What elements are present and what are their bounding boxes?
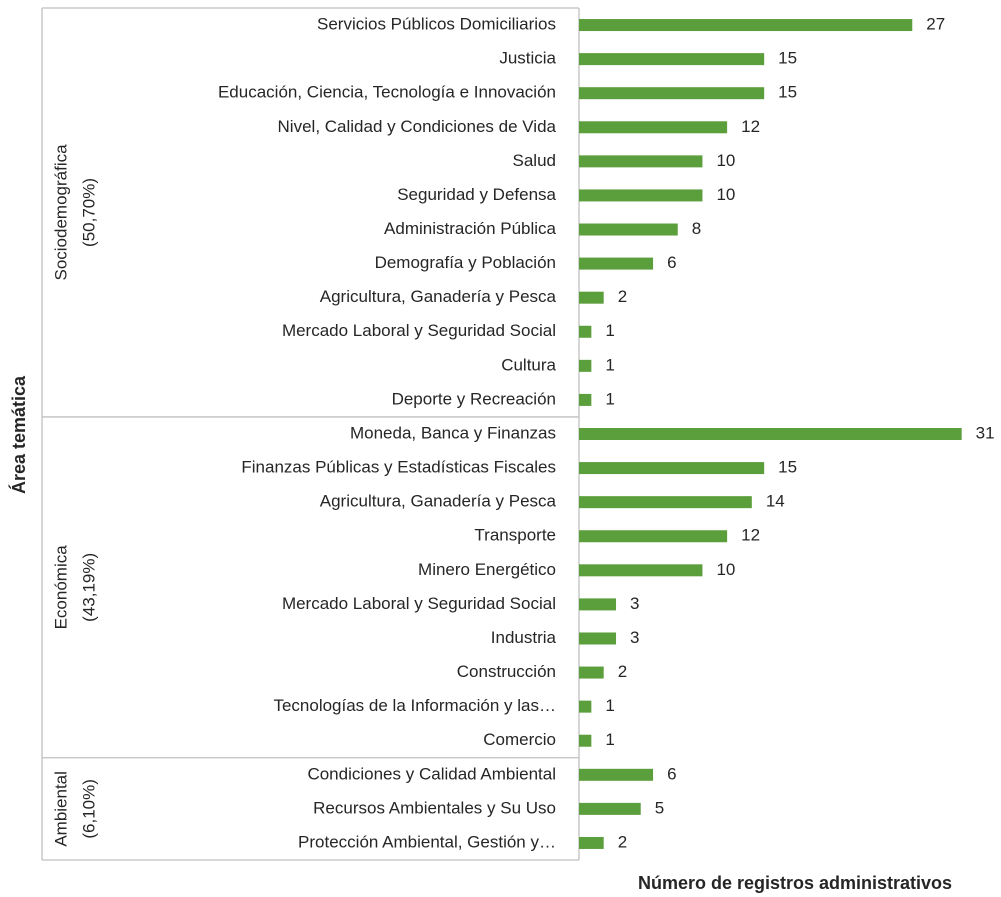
value-label: 15 [778,458,797,477]
bar [579,257,654,270]
bar [579,155,703,168]
category-label: Justicia [499,49,556,68]
bar [579,530,728,543]
value-label: 3 [630,628,639,647]
value-label: 31 [976,423,995,442]
bar [579,428,962,440]
category-label: Condiciones y Calidad Ambiental [307,764,556,783]
value-label: 8 [692,219,701,238]
group-label: Sociodemográfica [51,144,70,281]
bar [579,87,765,100]
group-share: (43,19%) [79,553,98,622]
value-label: 1 [605,321,614,340]
category-label: Industria [491,628,557,647]
category-label: Moneda, Banca y Finanzas [350,423,556,442]
group-label: Ambiental [51,771,70,847]
bar [579,223,678,236]
value-label: 14 [766,492,785,511]
bar [579,598,617,611]
bar [579,802,641,815]
value-label: 15 [778,49,797,68]
value-label: 12 [741,117,760,136]
value-label: 10 [716,185,735,204]
bar [579,359,592,372]
bar [579,19,913,32]
category-label: Demografía y Población [375,253,556,272]
category-label: Recursos Ambientales y Su Uso [313,798,556,817]
value-label: 1 [605,389,614,408]
category-label: Tecnologías de la Información y las… [273,696,556,715]
bar [579,53,765,66]
value-label: 1 [605,696,614,715]
bar [579,325,592,338]
bar [579,700,592,713]
category-label: Seguridad y Defensa [397,185,556,204]
group-share: (50,70%) [79,178,98,247]
bar [579,496,752,509]
bar [579,836,604,849]
value-label: 10 [716,151,735,170]
bar [579,291,604,304]
category-label: Deporte y Recreación [392,389,556,408]
bar [579,121,728,134]
category-label: Educación, Ciencia, Tecnología e Innovac… [218,83,556,102]
y-axis-title: Área temática [8,375,29,494]
value-label: 5 [655,798,664,817]
category-label: Construcción [457,662,556,681]
category-label: Agricultura, Ganadería y Pesca [320,492,557,511]
category-label: Salud [513,151,556,170]
category-label: Administración Pública [384,219,557,238]
bar [579,768,654,781]
value-label: 15 [778,83,797,102]
group-share: (6,10%) [79,779,98,839]
bar [579,393,592,406]
category-label: Agricultura, Ganadería y Pesca [320,287,557,306]
value-label: 10 [716,560,735,579]
value-label: 1 [605,730,614,749]
x-axis-title: Número de registros administrativos [638,873,952,893]
value-label: 2 [618,662,627,681]
value-label: 6 [667,253,676,272]
value-label: 12 [741,526,760,545]
category-label: Servicios Públicos Domiciliarios [317,15,556,34]
category-label: Minero Energético [418,560,556,579]
category-label: Finanzas Públicas y Estadísticas Fiscale… [241,458,556,477]
bar [579,462,765,475]
value-label: 1 [605,355,614,374]
value-label: 27 [926,15,945,34]
category-label: Cultura [501,355,556,374]
bar [579,189,703,202]
value-label: 3 [630,594,639,613]
category-label: Transporte [474,526,556,545]
bar [579,564,703,577]
value-label: 2 [618,832,627,851]
bar [579,632,617,645]
value-label: 2 [618,287,627,306]
group-label: Económica [51,545,70,630]
value-label: 6 [667,764,676,783]
category-label: Nivel, Calidad y Condiciones de Vida [278,117,557,136]
category-label: Mercado Laboral y Seguridad Social [282,321,556,340]
category-label: Comercio [483,730,556,749]
category-label: Mercado Laboral y Seguridad Social [282,594,556,613]
bar [579,666,604,679]
category-label: Protección Ambiental, Gestión y… [298,832,556,851]
bar [579,734,592,747]
